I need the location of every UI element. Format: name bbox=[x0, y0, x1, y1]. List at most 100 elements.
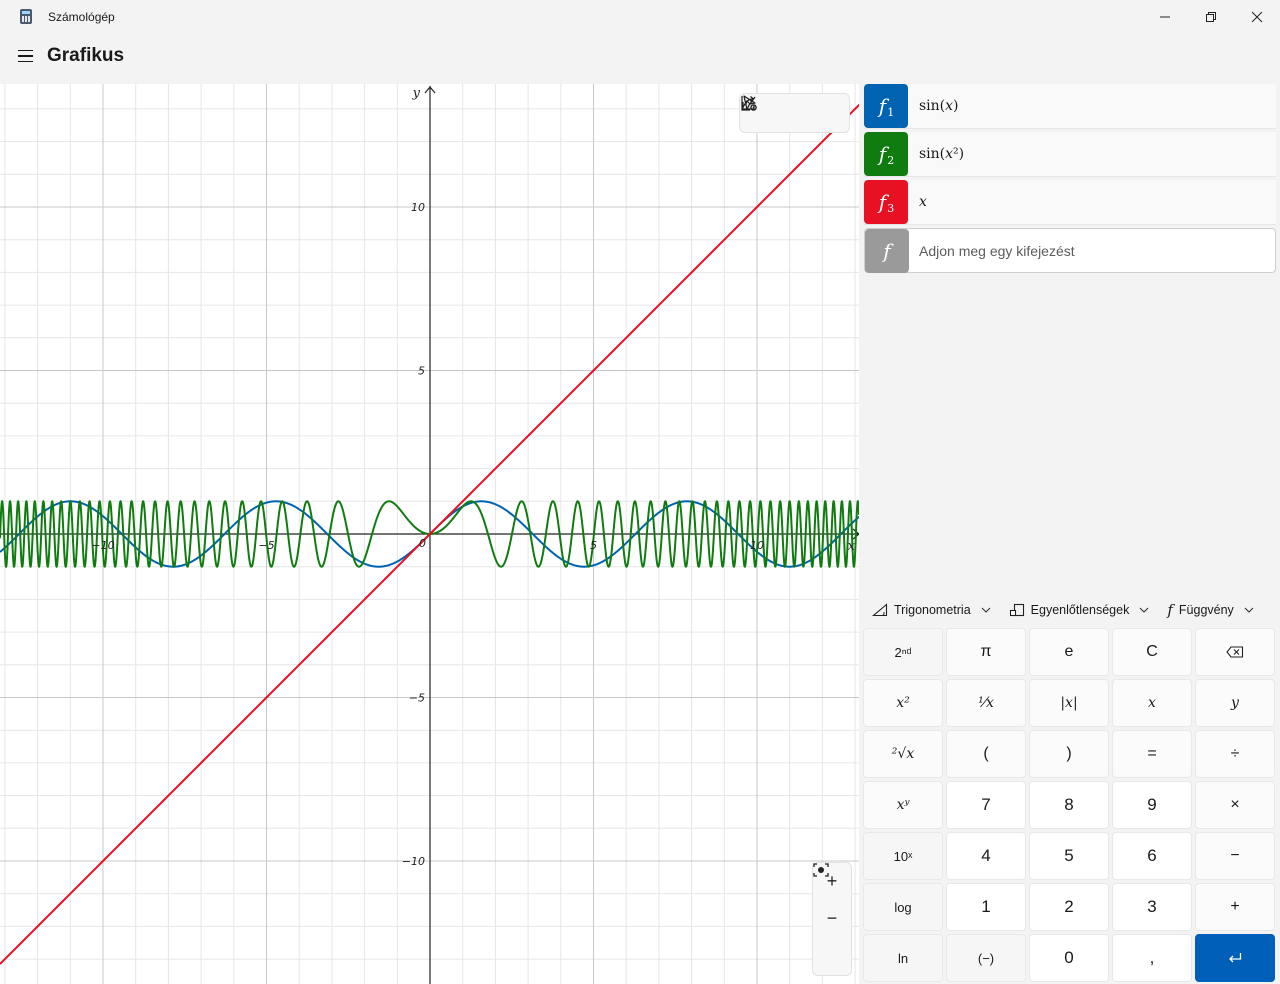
zoom-out-button[interactable]: − bbox=[826, 908, 838, 929]
y-axis-label: y bbox=[412, 86, 421, 101]
backspace-key[interactable] bbox=[1195, 628, 1275, 676]
chevron-down-icon bbox=[1139, 605, 1149, 616]
open-paren-key[interactable]: ( bbox=[946, 730, 1026, 778]
digit-5-key[interactable]: 5 bbox=[1029, 832, 1109, 880]
menu-icon-line bbox=[17, 55, 33, 57]
absolute-value-key[interactable]: |𝑥| bbox=[1029, 679, 1109, 727]
digit-6-key[interactable]: 6 bbox=[1112, 832, 1192, 880]
function-expression-3[interactable]: 𝑥 bbox=[919, 194, 927, 210]
x-tick-label: −10 bbox=[91, 539, 114, 552]
second-function-key[interactable]: 2ⁿᵈ bbox=[863, 628, 943, 676]
hamburger-menu-button[interactable] bbox=[12, 44, 38, 68]
title-bar: Számológép bbox=[0, 0, 1280, 34]
zoom-in-button[interactable]: + bbox=[826, 871, 838, 892]
chevron-down-icon bbox=[981, 605, 991, 616]
divide-key[interactable]: ÷ bbox=[1195, 730, 1275, 778]
clear-key[interactable]: C bbox=[1112, 628, 1192, 676]
curve-f3[interactable] bbox=[0, 103, 859, 965]
chevron-down-icon bbox=[1244, 605, 1254, 616]
digit-3-key[interactable]: 3 bbox=[1112, 883, 1192, 931]
menu-icon-line bbox=[17, 60, 33, 63]
euler-key[interactable]: e bbox=[1029, 628, 1109, 676]
close-icon bbox=[1251, 11, 1263, 23]
digit-4-key[interactable]: 4 bbox=[946, 832, 1026, 880]
y-variable-key[interactable]: 𝑦 bbox=[1195, 679, 1275, 727]
trigonometry-label: Trigonometria bbox=[894, 603, 971, 617]
restore-button[interactable] bbox=[1188, 0, 1234, 34]
function-expression-2[interactable]: sin(𝑥²) bbox=[919, 146, 965, 162]
reciprocal-key[interactable]: ¹⁄𝑥 bbox=[946, 679, 1026, 727]
y-tick-label: 5 bbox=[418, 365, 425, 378]
function-index: 2 bbox=[887, 153, 895, 167]
new-function-row[interactable]: f bbox=[864, 228, 1276, 273]
zoom-controls: + − bbox=[812, 862, 852, 976]
share-button[interactable] bbox=[742, 96, 809, 128]
graph-options-button[interactable] bbox=[741, 96, 843, 128]
digit-2-key[interactable]: 2 bbox=[1029, 883, 1109, 931]
plus-key[interactable]: + bbox=[1195, 883, 1275, 931]
enter-key[interactable] bbox=[1195, 934, 1275, 982]
expression-input[interactable] bbox=[919, 242, 1259, 259]
digit-7-key[interactable]: 7 bbox=[946, 781, 1026, 829]
x-tick-label: 5 bbox=[590, 539, 597, 552]
square-key[interactable]: 𝑥² bbox=[863, 679, 943, 727]
graph-plot[interactable]: −10 −5 5 10 10 5 −5 −10 0 y x bbox=[0, 84, 859, 984]
decimal-separator-key[interactable]: , bbox=[1112, 934, 1192, 982]
triangle-icon bbox=[872, 603, 888, 617]
digit-8-key[interactable]: 8 bbox=[1029, 781, 1109, 829]
square-root-key[interactable]: ²√𝑥 bbox=[863, 730, 943, 778]
power-key[interactable]: 𝑥ʸ bbox=[863, 781, 943, 829]
zoom-fit-icon bbox=[813, 863, 829, 877]
close-paren-key[interactable]: ) bbox=[1029, 730, 1109, 778]
function-index: 3 bbox=[887, 201, 895, 215]
ln-key[interactable]: ln bbox=[863, 934, 943, 982]
x-tick-label: 10 bbox=[750, 539, 764, 552]
backspace-icon bbox=[1226, 646, 1244, 658]
x-variable-key[interactable]: 𝑥 bbox=[1112, 679, 1192, 727]
function-symbol: f bbox=[883, 238, 891, 263]
minus-key[interactable]: − bbox=[1195, 832, 1275, 880]
function-symbol: f bbox=[878, 94, 887, 118]
inequalities-dropdown[interactable]: Egyenlőtlenségek bbox=[1009, 603, 1150, 617]
trigonometry-dropdown[interactable]: Trigonometria bbox=[872, 603, 991, 617]
function-badge-empty: f bbox=[865, 228, 909, 273]
equals-key[interactable]: = bbox=[1112, 730, 1192, 778]
digit-0-key[interactable]: 0 bbox=[1029, 934, 1109, 982]
minimize-icon bbox=[1160, 16, 1170, 18]
graph-canvas[interactable]: −10 −5 5 10 10 5 −5 −10 0 y x + − bbox=[0, 84, 859, 984]
inequalities-label: Egyenlőtlenségek bbox=[1030, 603, 1130, 617]
function-label: Függvény bbox=[1178, 603, 1234, 617]
window-title: Számológép bbox=[48, 10, 115, 24]
origin-label: 0 bbox=[419, 537, 426, 550]
page-title: Grafikus bbox=[47, 45, 125, 66]
multiply-key[interactable]: × bbox=[1195, 781, 1275, 829]
y-tick-label: −5 bbox=[409, 692, 425, 705]
menu-icon bbox=[17, 49, 33, 52]
enter-icon bbox=[1229, 953, 1242, 963]
inequality-icon bbox=[1009, 603, 1024, 617]
digit-1-key[interactable]: 1 bbox=[946, 883, 1026, 931]
digit-9-key[interactable]: 9 bbox=[1112, 781, 1192, 829]
function-icon: 𝑓 bbox=[1167, 601, 1173, 619]
log-key[interactable]: log bbox=[863, 883, 943, 931]
keypad: 2ⁿᵈ π e C 𝑥² ¹⁄𝑥 |𝑥| 𝑥 𝑦 ²√𝑥 ( ) = ÷ 𝑥ʸ … bbox=[863, 628, 1279, 982]
y-tick-label: 10 bbox=[411, 201, 425, 214]
zoom-reset-button[interactable] bbox=[813, 863, 848, 972]
minimize-button[interactable] bbox=[1142, 0, 1188, 34]
negate-key[interactable]: (−) bbox=[946, 934, 1026, 982]
close-button[interactable] bbox=[1234, 0, 1280, 34]
function-dropdown[interactable]: 𝑓 Függvény bbox=[1167, 601, 1254, 619]
ten-power-key[interactable]: 10ˣ bbox=[863, 832, 943, 880]
pi-key[interactable]: π bbox=[946, 628, 1026, 676]
keypad-tabs: Trigonometria Egyenlőtlenségek 𝑓 Függvén… bbox=[864, 594, 1278, 626]
graph-toolbar bbox=[739, 93, 850, 133]
function-expression-1[interactable]: sin(𝑥) bbox=[919, 98, 959, 114]
restore-icon bbox=[1206, 12, 1216, 22]
